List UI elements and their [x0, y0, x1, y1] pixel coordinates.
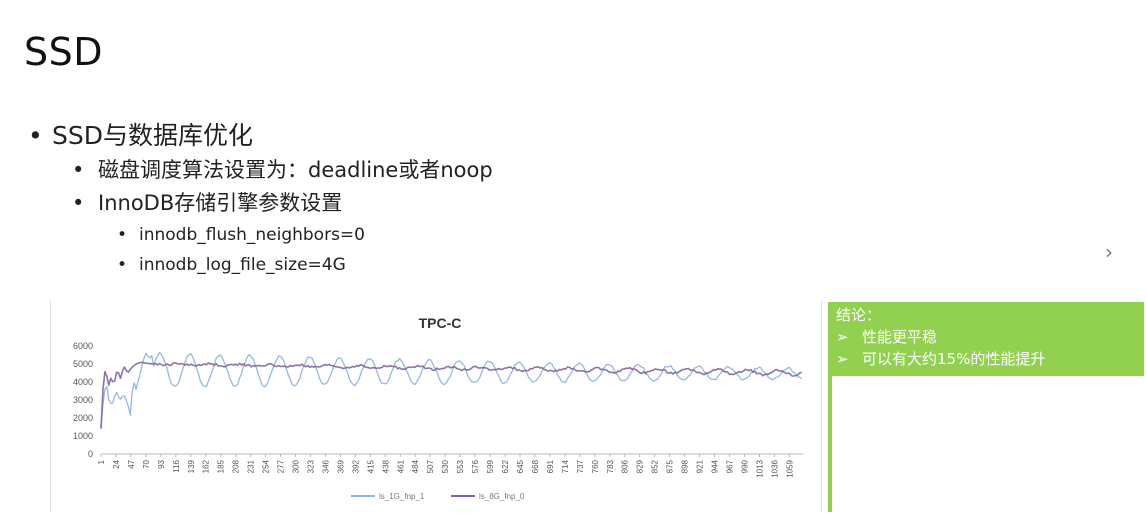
- x-tick-label: 783: [606, 459, 615, 473]
- x-tick-label: 346: [321, 459, 330, 473]
- x-tick-label: 392: [351, 459, 360, 473]
- bullet-item: innodb_log_file_size=4G: [28, 250, 493, 280]
- x-tick-label: 47: [127, 459, 136, 468]
- y-axis: 0 1000 2000 3000 4000 5000 6000: [73, 341, 93, 459]
- x-tick-label: 415: [366, 459, 375, 473]
- x-tick-label: 553: [456, 459, 465, 473]
- bullet-item: InnoDB存储引擎参数设置: [28, 187, 493, 220]
- x-tick-label: 967: [725, 459, 734, 473]
- x-tick-label: 576: [471, 459, 480, 473]
- chart-legend: ls_1G_fnp_1 ls_8G_fnp_0: [351, 492, 525, 501]
- x-tick-label: 921: [696, 459, 705, 473]
- x-tick-label: 990: [740, 459, 749, 473]
- x-tick-label: 208: [232, 459, 241, 473]
- x-tick-label: 622: [501, 459, 510, 473]
- y-tick-label: 0: [88, 449, 93, 459]
- x-tick-label: 806: [621, 459, 630, 473]
- x-tick-label: 93: [157, 459, 166, 468]
- x-tick-label: 507: [426, 459, 435, 473]
- conclusion-box: 结论： ➢ 性能更平稳 ➢ 可以有大约15%的性能提升: [828, 302, 1144, 376]
- x-tick-label: 438: [381, 459, 390, 473]
- next-slide-arrow-icon[interactable]: ›: [1105, 240, 1113, 264]
- x-tick-label: 530: [441, 459, 450, 473]
- x-tick-label: 714: [561, 459, 570, 473]
- x-tick-label: 599: [486, 459, 495, 473]
- x-tick-label: 645: [516, 459, 525, 473]
- legend-label: ls_8G_fnp_0: [479, 492, 525, 501]
- arrow-bullet-icon: ➢: [836, 350, 849, 368]
- y-tick-label: 4000: [73, 377, 93, 387]
- x-tick-label: 300: [292, 459, 301, 473]
- plot-area: [100, 351, 803, 429]
- chart-svg: TPC-C 0 1000 2000 3000 4000 5000 6000 1 24 47 70 9…: [73, 315, 803, 501]
- slide-title: SSD: [24, 30, 104, 74]
- bullet-item: 磁盘调度算法设置为：deadline或者noop: [28, 154, 493, 187]
- x-tick-label: 162: [202, 459, 211, 473]
- conclusion-heading: 结论：: [836, 306, 882, 324]
- x-axis: 1 24 47 70 93 116 139 162 185 208 231 254 277 300 323 3…: [97, 453, 803, 478]
- x-tick-label: 944: [711, 459, 720, 473]
- x-tick-label: 139: [187, 459, 196, 473]
- y-tick-label: 2000: [73, 413, 93, 423]
- x-tick-label: 231: [247, 459, 256, 473]
- bullet-item: innodb_flush_neighbors=0: [28, 220, 493, 250]
- x-tick-label: 254: [262, 459, 271, 473]
- conclusion-point: ➢ 性能更平稳: [836, 328, 938, 346]
- x-tick-label: 1: [97, 459, 106, 464]
- x-tick-label: 691: [546, 459, 555, 473]
- x-tick-label: 461: [396, 459, 405, 473]
- x-tick-label: 369: [336, 459, 345, 473]
- conclusion-accent-bar: [828, 376, 832, 512]
- legend-label: ls_1G_fnp_1: [379, 492, 425, 501]
- x-tick-label: 277: [277, 459, 286, 473]
- series-line-ls_1G_fnp_1: [100, 351, 803, 428]
- y-tick-label: 6000: [73, 341, 93, 351]
- conclusion-point: ➢ 可以有大约15%的性能提升: [836, 350, 1046, 368]
- tpcc-chart: TPC-C 0 1000 2000 3000 4000 5000 6000 1 24 47 70 9…: [50, 300, 822, 512]
- x-tick-label: 760: [591, 459, 600, 473]
- bullet-list: SSD与数据库优化 磁盘调度算法设置为：deadline或者noop InnoD…: [28, 118, 493, 280]
- y-tick-label: 3000: [73, 395, 93, 405]
- arrow-bullet-icon: ➢: [836, 328, 849, 346]
- x-tick-label: 1036: [770, 459, 779, 477]
- bullet-item: SSD与数据库优化: [28, 118, 493, 154]
- x-tick-label: 323: [306, 459, 315, 473]
- x-tick-label: 185: [217, 459, 226, 473]
- x-tick-label: 875: [666, 459, 675, 473]
- x-tick-label: 737: [576, 459, 585, 473]
- x-tick-label: 898: [681, 459, 690, 473]
- x-tick-label: 668: [531, 459, 540, 473]
- y-tick-label: 1000: [73, 431, 93, 441]
- chart-title: TPC-C: [419, 315, 462, 331]
- x-tick-label: 484: [411, 459, 420, 473]
- x-tick-label: 24: [112, 459, 121, 468]
- x-tick-label: 852: [651, 459, 660, 473]
- x-tick-label: 116: [172, 459, 181, 472]
- y-tick-label: 5000: [73, 359, 93, 369]
- series-line-ls_8G_fnp_0: [100, 361, 802, 429]
- x-tick-label: 1013: [755, 459, 764, 477]
- x-tick-label: 1059: [785, 459, 794, 477]
- x-tick-label: 70: [142, 459, 151, 468]
- x-tick-label: 829: [636, 459, 645, 473]
